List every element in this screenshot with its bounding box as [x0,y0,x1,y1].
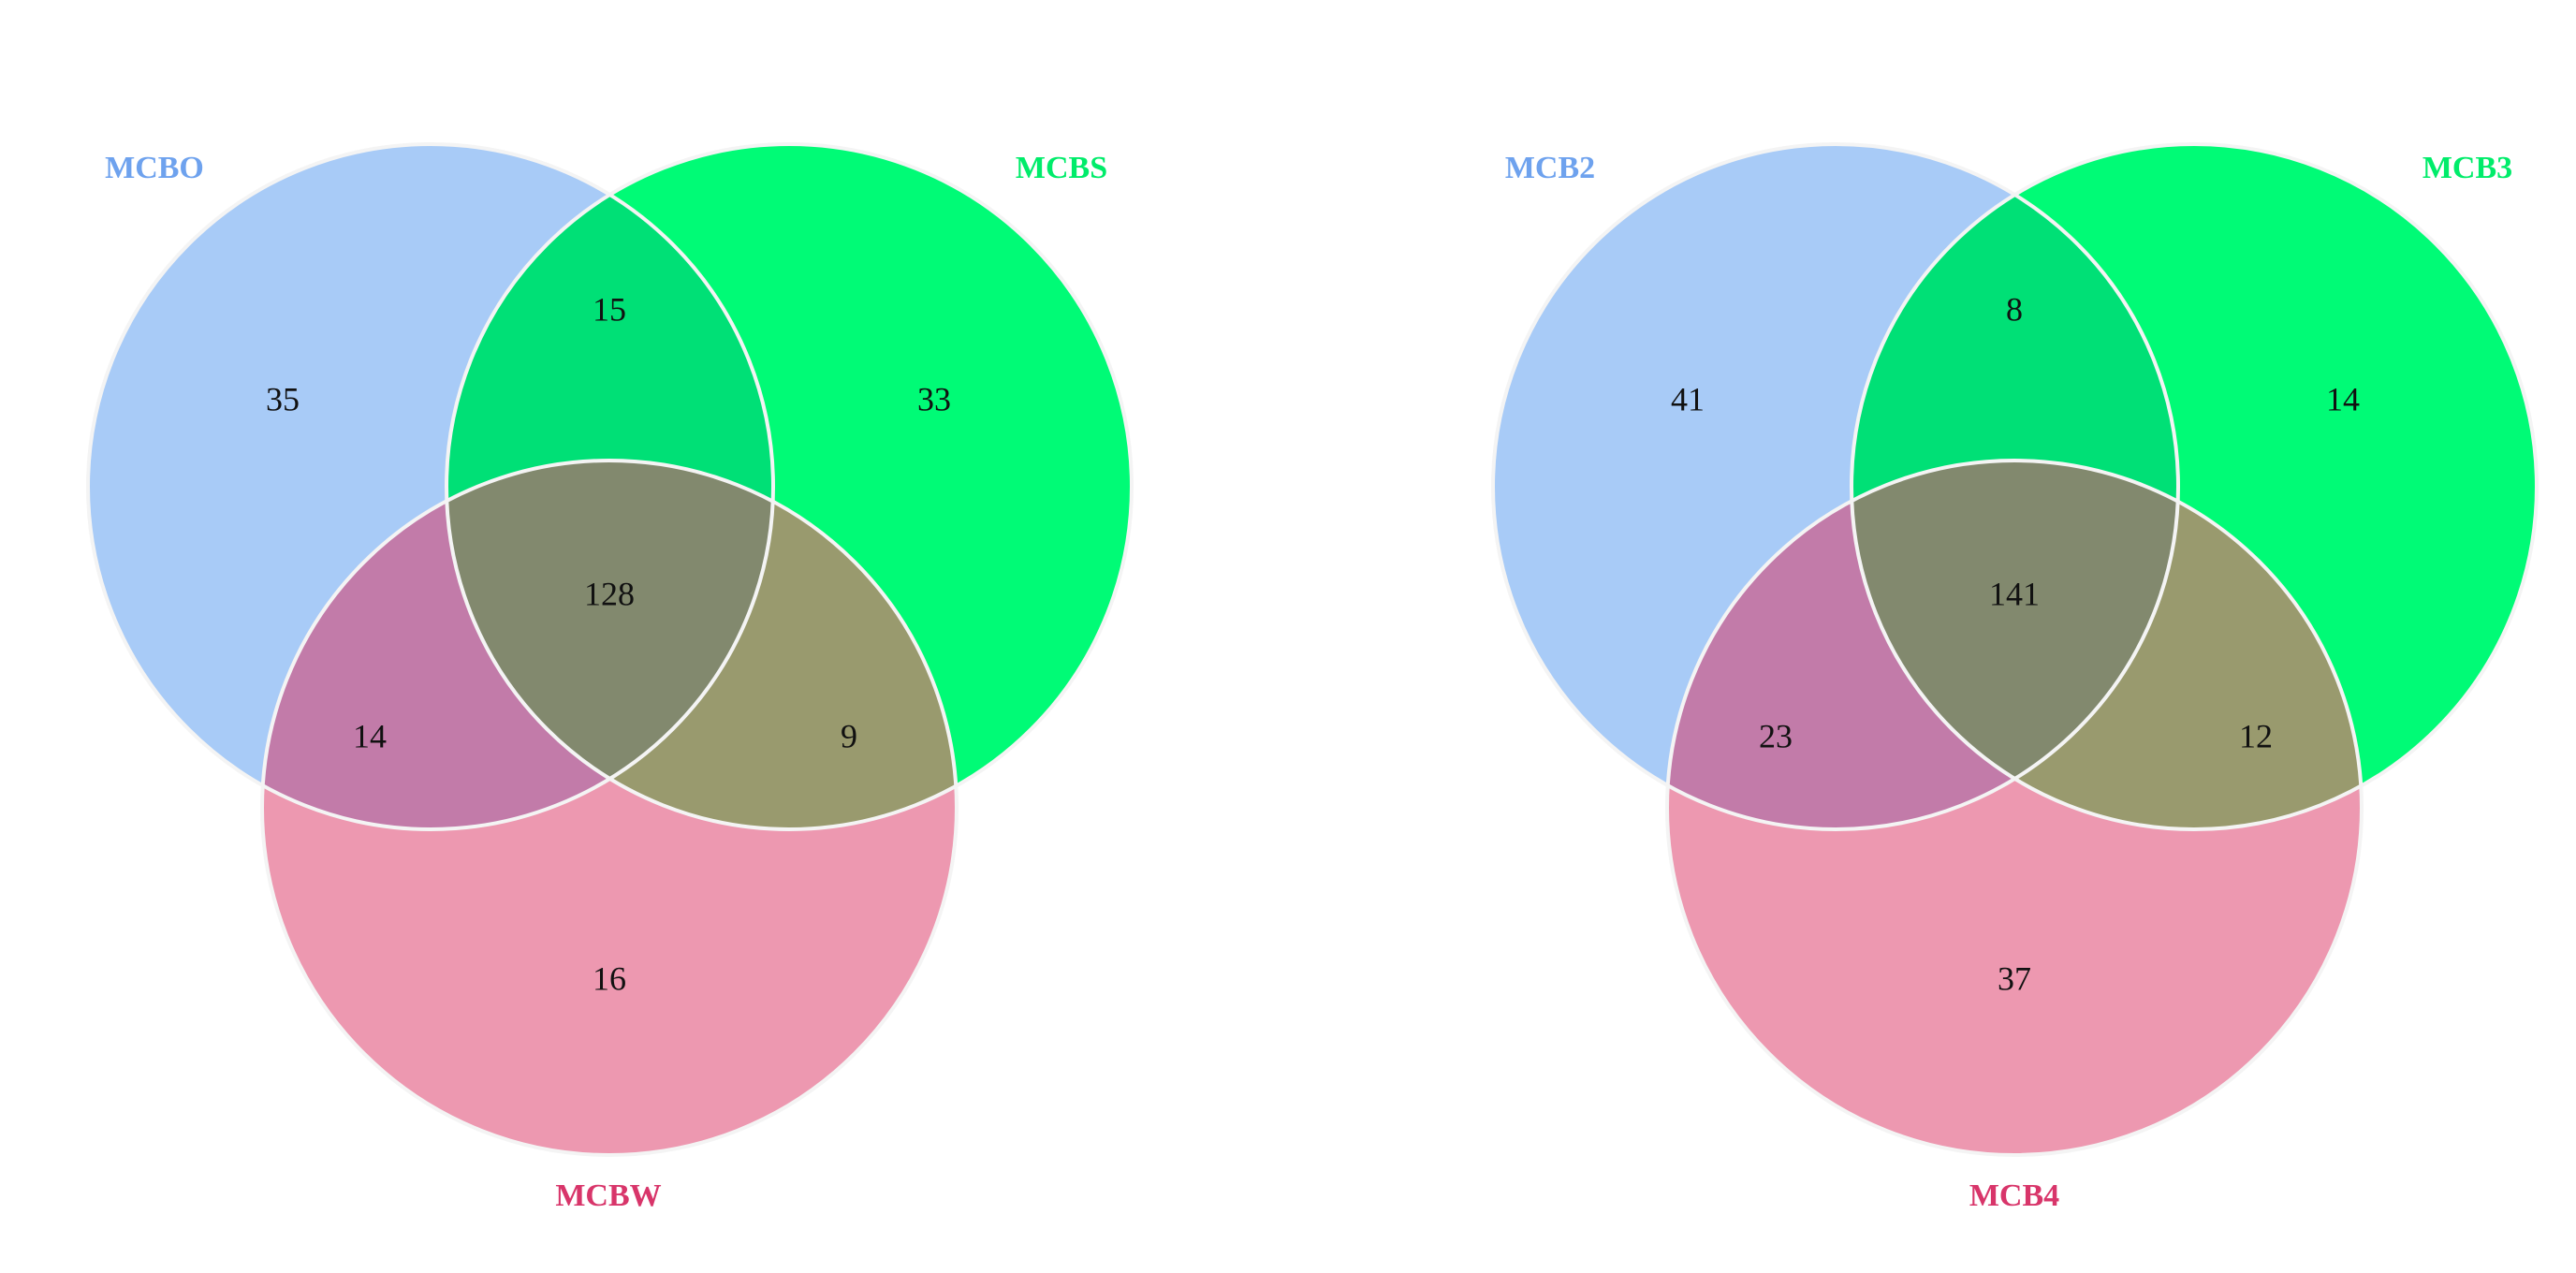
circle-outline-mcb2 [1491,142,2180,831]
venn-diagram-left: MCBO MCBS MCBW 35 33 16 15 14 9 128 [86,142,1134,1213]
count-region-c-only: 37 [1998,959,2031,997]
circle-outline-mcbs [445,142,1134,831]
region-a-b-c [1852,461,2178,829]
circle-outline-mcbo [86,142,775,831]
count-region-a-only: 35 [266,380,300,417]
set-label-mcb2: MCB2 [1505,151,1595,185]
set-label-mcbo: MCBO [105,151,204,185]
region-a-b-c [446,461,773,829]
count-region-b-only: 33 [917,380,951,417]
count-region-b-only: 14 [2326,380,2360,417]
venn-diagram-right: MCB2 MCB3 MCB4 41 14 37 8 23 12 141 [1491,142,2539,1213]
count-region-a-b-c: 128 [584,575,635,612]
set-label-mcbw: MCBW [555,1178,661,1213]
count-region-a-b-c: 141 [1989,575,2040,612]
circle-outline-mcb4 [1665,459,2364,1157]
circle-outline-mcbw [260,459,959,1157]
count-region-c-only: 16 [593,959,626,997]
circle-outline-mcb3 [1850,142,2539,831]
count-region-a-b: 15 [593,290,626,328]
count-region-a-c: 14 [353,717,387,754]
count-region-a-c: 23 [1759,717,1793,754]
count-region-b-c: 12 [2239,717,2273,754]
count-region-a-only: 41 [1671,380,1705,417]
count-region-b-c: 9 [841,717,857,754]
count-region-a-b: 8 [2006,290,2023,328]
set-label-mcbs: MCBS [1016,151,1107,185]
set-label-mcb3: MCB3 [2422,151,2512,185]
set-label-mcb4: MCB4 [1969,1178,2059,1213]
